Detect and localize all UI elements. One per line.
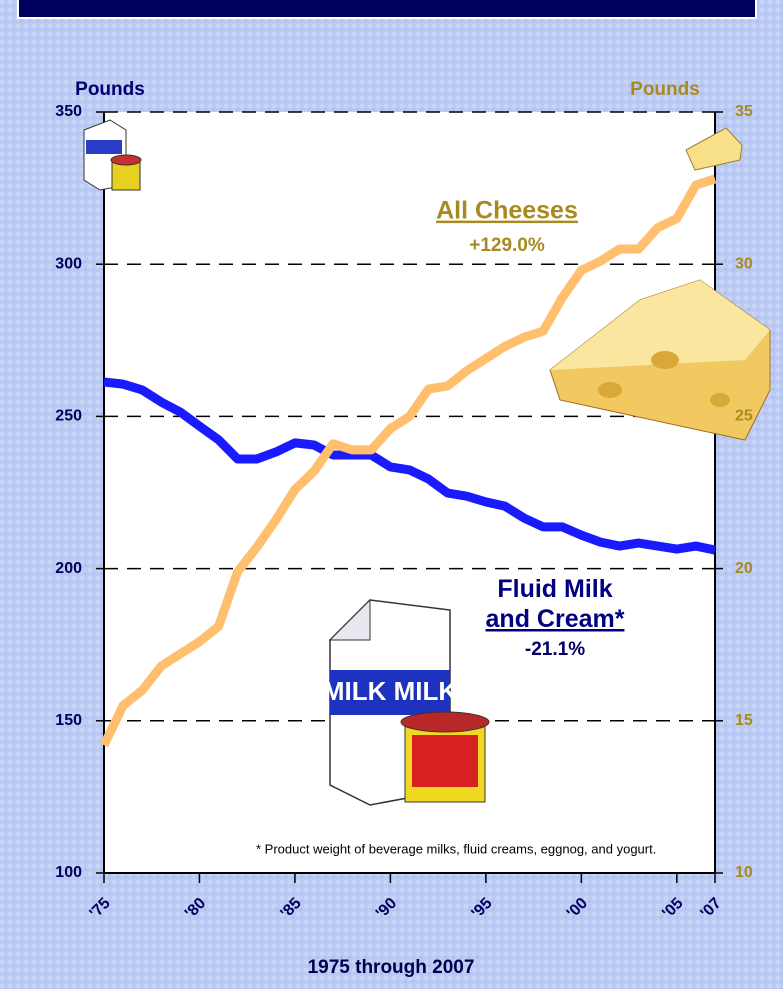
y2-tick-label: 10 [735,864,753,881]
legend-milk: Fluid Milk and Cream* [486,575,625,633]
y-tick-label: 200 [55,560,82,577]
x-axis-label: 1975 through 2007 [308,957,475,978]
footnote: * Product weight of beverage milks, flui… [256,841,656,856]
milk-icon-large: MILK MILK [323,598,490,806]
annotation: +129.0% [469,235,545,256]
y2-tick-label: 25 [735,408,753,425]
cheese-icon-large [549,279,771,441]
header-band [17,0,757,19]
milk-icon-small [83,119,142,191]
y-tick-label: 250 [55,408,82,425]
y2-axis-label: Pounds [630,79,700,100]
y-axis-label: Pounds [75,79,145,100]
y2-tick-label: 15 [735,712,753,729]
y2-tick-label: 35 [735,103,753,120]
y-tick-label: 100 [55,864,82,881]
legend-cheese: All Cheeses [436,197,578,225]
cheese-icon-small [685,127,743,171]
y-tick-label: 350 [55,103,82,120]
annotation: -21.1% [525,639,585,660]
y2-tick-label: 20 [735,560,753,577]
y2-tick-label: 30 [735,255,753,272]
y-tick-label: 150 [55,712,82,729]
series-line [103,377,716,555]
y-tick-label: 300 [55,255,82,272]
series-line [99,174,717,748]
icon-decoration: MILK MILK [323,676,458,706]
